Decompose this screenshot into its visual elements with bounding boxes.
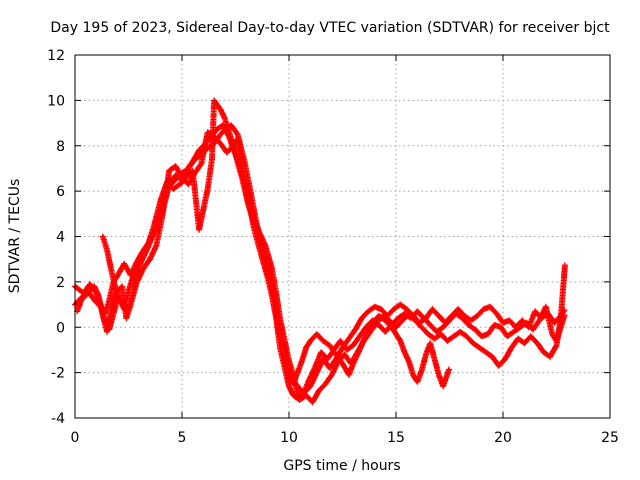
data-point xyxy=(140,250,147,257)
data-point xyxy=(256,229,262,235)
y-tick-label: 0 xyxy=(56,320,65,336)
x-tick-label: 10 xyxy=(280,430,298,446)
data-point xyxy=(144,243,151,250)
data-point xyxy=(147,254,154,261)
data-point xyxy=(552,343,559,350)
data-point xyxy=(309,370,316,377)
data-point xyxy=(561,312,568,319)
y-tick-label: 2 xyxy=(56,275,65,291)
data-point xyxy=(136,273,143,280)
x-tick-label: 15 xyxy=(387,430,405,446)
y-tick-label: 4 xyxy=(56,230,65,246)
y-tick-label: -4 xyxy=(51,411,65,427)
data-point xyxy=(257,231,264,238)
axis-ticks: 0 5 10 15 20 25 -4 -2 0 2 4 6 8 10 12 xyxy=(47,48,619,446)
data-point xyxy=(197,162,204,169)
y-axis-label: SDTVAR / TECUs xyxy=(7,179,23,294)
y-tick-label: 6 xyxy=(56,184,65,200)
y-tick-label: -2 xyxy=(51,366,65,382)
y-tick-label: 10 xyxy=(47,93,65,109)
data-point xyxy=(311,366,317,373)
x-axis-label: GPS time / hours xyxy=(283,458,400,474)
y-tick-label: 8 xyxy=(56,139,65,155)
data-point xyxy=(446,366,452,373)
data-points xyxy=(72,97,568,406)
chart-title: Day 195 of 2023, Sidereal Day-to-day VTE… xyxy=(50,20,610,36)
x-tick-label: 0 xyxy=(71,430,80,446)
y-tick-label: 12 xyxy=(47,48,65,64)
x-tick-label: 25 xyxy=(601,430,619,446)
data-point xyxy=(233,130,240,137)
x-tick-label: 20 xyxy=(494,430,512,446)
data-point xyxy=(329,370,336,377)
data-point xyxy=(561,262,568,269)
x-tick-label: 5 xyxy=(178,430,187,446)
